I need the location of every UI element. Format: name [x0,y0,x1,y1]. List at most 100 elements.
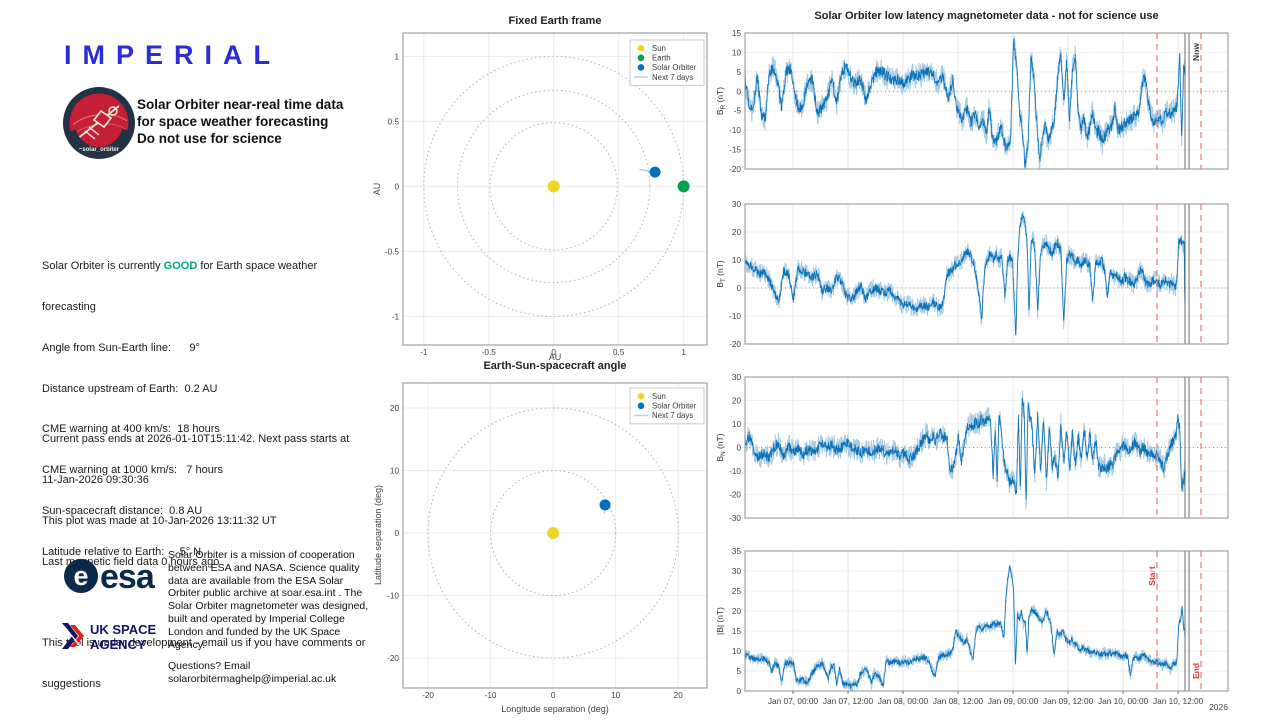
uksa-logo-graphic: UK SPACE AGENCY [62,622,157,652]
uksa-logo: UK SPACE AGENCY [60,620,190,654]
svg-text:10: 10 [732,256,742,265]
mission-badge: ~solar_orbiter [61,85,137,161]
svg-text:Sun: Sun [652,44,666,53]
svg-text:Solar Orbiter: Solar Orbiter [652,63,697,72]
svg-text:30: 30 [732,200,742,209]
svg-text:-15: -15 [729,146,741,155]
svg-text:-0.5: -0.5 [385,247,400,256]
svg-text:20: 20 [674,691,684,700]
status-latitude: Latitude relative to Earth: 5° N [42,545,202,558]
svg-text:15: 15 [732,29,742,38]
chart-title-separation-angle: Earth-Sun-spacecraft angle [483,360,627,372]
svg-text:Jan 07, 12:00: Jan 07, 12:00 [823,696,874,706]
svg-text:BR (nT): BR (nT) [715,87,727,115]
svg-text:30: 30 [732,567,742,576]
contact-question: Questions? Email [168,660,251,672]
svg-text:Jan 08, 12:00: Jan 08, 12:00 [933,696,984,706]
contact-block: Questions? Email solarorbitermaghelp@imp… [168,660,336,686]
svg-text:5: 5 [736,68,741,77]
svg-text:-1: -1 [392,312,400,321]
svg-text:-20: -20 [729,491,741,500]
svg-text:25: 25 [732,587,742,596]
svg-text:-10: -10 [729,126,741,135]
svg-text:-20: -20 [729,165,741,174]
status-cme-400: CME warning at 400 km/s: 18 hours [42,423,220,436]
svg-text:-5: -5 [734,107,742,116]
svg-text:10: 10 [732,48,742,57]
status-sentence-wrap: forecasting [42,300,96,313]
pass-info: Current pass ends at 2026-01-10T15:11:42… [42,406,365,719]
svg-text:20: 20 [390,404,400,413]
status-sentence: Solar Orbiter is currently GOOD for Eart… [42,260,317,274]
imperial-wordmark: IMPERIAL [64,40,282,70]
svg-text:1: 1 [681,348,686,357]
svg-text:10: 10 [611,691,621,700]
svg-text:BT (nT): BT (nT) [715,260,727,288]
svg-text:20: 20 [732,607,742,616]
svg-text:1: 1 [394,52,399,61]
mission-badge-graphic: ~solar_orbiter [63,87,135,159]
svg-text:Jan 08, 00:00: Jan 08, 00:00 [878,696,929,706]
svg-text:20: 20 [732,397,742,406]
svg-text:30: 30 [732,373,742,382]
badge-spacecraft-icon [76,105,120,140]
tagline-line-3: Do not use for science [137,131,282,146]
status-prefix: Solar Orbiter is currently [42,260,164,273]
svg-text:Jan 10, 12:00: Jan 10, 12:00 [1153,696,1204,706]
pass-line-1: Current pass ends at 2026-01-10T15:11:42… [42,433,350,446]
esa-logo: e esa [62,552,157,600]
svg-text:Jan 09, 12:00: Jan 09, 12:00 [1043,696,1094,706]
svg-text:-20: -20 [729,340,741,349]
tagline-line-2: for space weather forecasting [137,114,329,129]
svg-text:-10: -10 [485,691,497,700]
svg-text:Next 7 days: Next 7 days [652,411,693,420]
svg-text:10: 10 [732,420,742,429]
svg-text:-30: -30 [729,514,741,523]
status-cme-1000: CME warning at 1000 km/s: 7 hours [42,464,223,477]
plot-made-line: This plot was made at 10-Jan-2026 13:11:… [42,514,277,527]
status-suffix: for Earth space weather [197,260,318,273]
year-label: 2026 [1209,702,1228,712]
svg-text:0: 0 [736,687,741,696]
svg-text:0: 0 [394,182,399,191]
svg-text:-0.5: -0.5 [482,348,497,357]
status-state: GOOD [163,260,198,273]
uksa-line-2: AGENCY [90,637,146,652]
svg-text:-10: -10 [387,592,399,601]
status-distance-upstream: Distance upstream of Earth: 0.2 AU [42,382,218,395]
svg-text:0: 0 [736,444,741,453]
svg-text:35: 35 [732,547,742,556]
svg-text:-1: -1 [420,348,428,357]
uksa-line-1: UK SPACE [90,622,157,637]
svg-text:0.5: 0.5 [613,348,625,357]
status-angle: Angle from Sun-Earth line: 9° [42,341,200,354]
svg-text:Jan 09, 00:00: Jan 09, 00:00 [988,696,1039,706]
svg-text:-10: -10 [729,467,741,476]
dev-note-line-1: This tool is under development - email u… [42,637,366,650]
svg-text:Solar Orbiter: Solar Orbiter [652,402,697,411]
esa-logo-graphic: e esa [64,558,157,596]
svg-text:0: 0 [551,691,556,700]
svg-text:20: 20 [732,228,742,237]
svg-text:15: 15 [732,627,742,636]
svg-text:BN (nT): BN (nT) [715,433,727,461]
svg-text:5: 5 [736,667,741,676]
esa-wordmark: esa [100,558,156,596]
svg-text:0: 0 [736,284,741,293]
tagline: Solar Orbiter near-real time data for sp… [137,96,343,147]
contact-email: solarorbitermaghelp@imperial.ac.uk [168,673,337,685]
svg-text:Next 7 days: Next 7 days [652,73,693,82]
svg-text:-20: -20 [387,654,399,663]
svg-text:10: 10 [732,647,742,656]
svg-text:|B| (nT): |B| (nT) [715,607,725,635]
svg-text:0.5: 0.5 [388,117,400,126]
svg-text:Jan 07, 00:00: Jan 07, 00:00 [768,696,819,706]
svg-text:Earth: Earth [652,54,671,63]
xlabel-au: AU [548,352,562,362]
chart-title-fixed-earth-frame: Fixed Earth frame [508,15,602,27]
status-summary: Solar Orbiter is currently GOOD for Eart… [42,233,317,586]
svg-text:0: 0 [736,87,741,96]
tagline-line-1: Solar Orbiter near-real time data [137,97,344,112]
